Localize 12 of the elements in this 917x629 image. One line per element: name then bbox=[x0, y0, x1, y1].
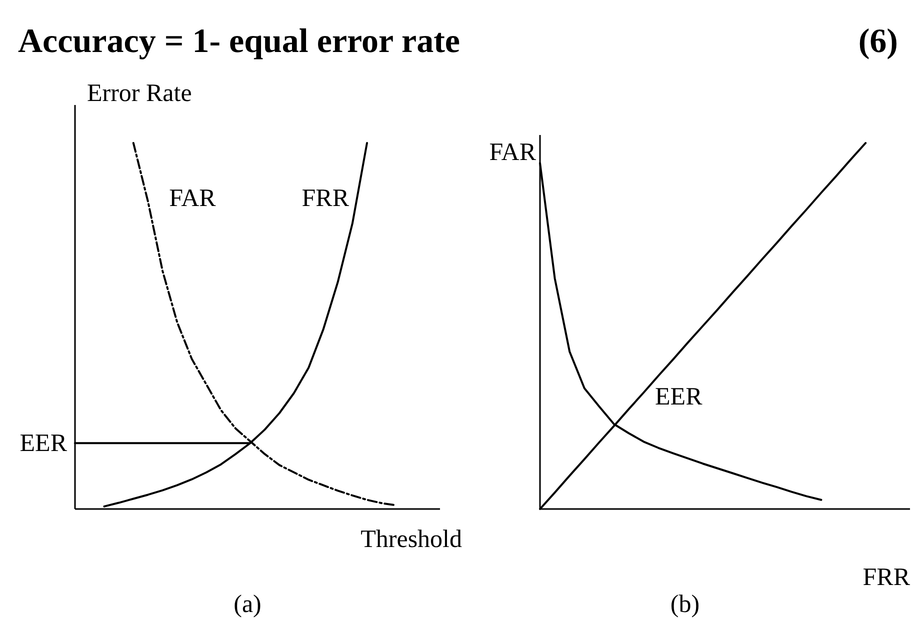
series-label: EER bbox=[20, 430, 68, 458]
x-axis-title: FRR bbox=[862, 564, 910, 591]
series-label: FRR bbox=[302, 184, 350, 212]
y-axis-title: Error Rate bbox=[87, 80, 192, 107]
chart-title: Accuracy = 1- equal error rate bbox=[18, 23, 460, 60]
chart-title: (6) bbox=[858, 23, 898, 60]
series-label: FAR bbox=[169, 184, 216, 212]
text: (a) bbox=[234, 591, 262, 618]
annotation: EER bbox=[655, 384, 703, 411]
x-axis-title: Threshold bbox=[360, 526, 462, 553]
text: (b) bbox=[670, 591, 700, 618]
y-axis-title: FAR bbox=[489, 139, 536, 166]
